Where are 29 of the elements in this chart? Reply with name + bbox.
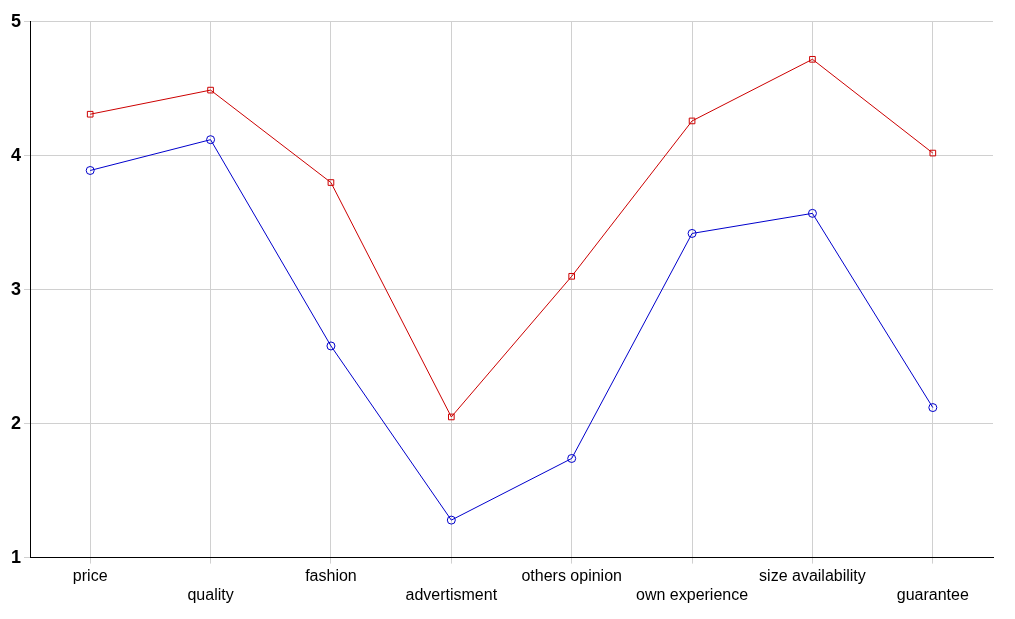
x-tick-label: size availability: [759, 566, 866, 584]
x-tick-label: others opinion: [521, 566, 622, 584]
y-tick-label: 1: [11, 546, 22, 567]
point: [327, 179, 335, 186]
point: [807, 208, 817, 218]
x-tick-label: advertisment: [405, 585, 498, 603]
point: [446, 515, 456, 525]
point: [929, 149, 937, 157]
point: [447, 413, 455, 421]
point: [206, 135, 216, 145]
x-tick-label: fashion: [305, 566, 357, 584]
point: [326, 341, 336, 351]
point: [687, 228, 697, 238]
y-tick-label: 4: [11, 144, 22, 165]
point: [809, 55, 816, 63]
point: [85, 165, 95, 175]
x-tick-label: price: [72, 566, 108, 584]
point: [568, 272, 576, 280]
point: [207, 86, 214, 94]
point: [567, 453, 577, 463]
y-tick-label: 3: [11, 278, 22, 299]
point: [928, 403, 938, 413]
point: [86, 110, 94, 118]
x-tick-label: guarantee: [896, 585, 969, 603]
y-tick-label: 5: [11, 10, 22, 31]
x-tick-label: own experience: [636, 585, 749, 603]
y-tick-label: 2: [11, 412, 22, 433]
point: [688, 117, 696, 125]
x-tick-label: quality: [187, 585, 234, 603]
